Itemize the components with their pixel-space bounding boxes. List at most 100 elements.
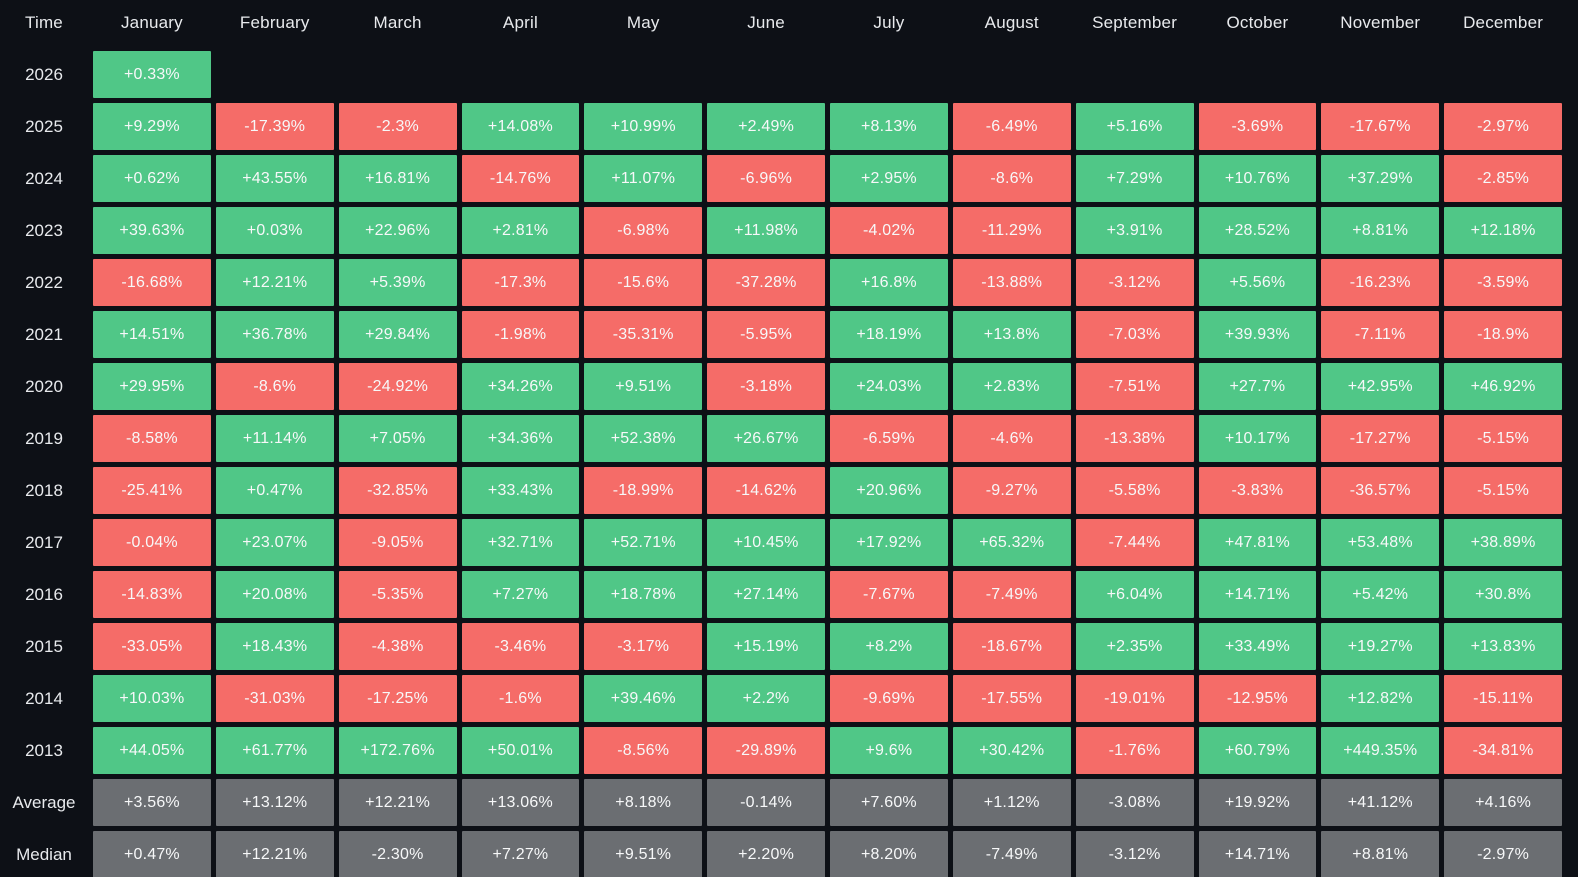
cell-2025-march: -2.3% — [338, 103, 457, 150]
cell-2015-september: +2.35% — [1075, 623, 1194, 670]
cell-2024-march: +16.81% — [338, 155, 457, 202]
cell-2023-april: +2.81% — [461, 207, 580, 254]
cell-2018-october: -3.83% — [1198, 467, 1317, 514]
cell-median-february: +12.21% — [215, 831, 334, 877]
cell-2023-march: +22.96% — [338, 207, 457, 254]
cell-2022-november: -16.23% — [1321, 259, 1440, 306]
cell-2018-september: -5.58% — [1075, 467, 1194, 514]
cell-2026-june — [707, 51, 825, 98]
cell-2025-april: +14.08% — [461, 103, 580, 150]
cell-2024-december: -2.85% — [1444, 155, 1562, 202]
cell-2022-december: -3.59% — [1444, 259, 1562, 306]
cell-2022-august: -13.88% — [952, 259, 1071, 306]
cell-2015-june: +15.19% — [707, 623, 825, 670]
cell-2014-february: -31.03% — [215, 675, 334, 722]
cell-2023-january: +39.63% — [93, 207, 211, 254]
cell-2017-june: +10.45% — [707, 519, 825, 566]
row-label-2013: 2013 — [25, 740, 63, 760]
column-header-october: October — [1226, 13, 1289, 32]
cell-2014-august: -17.55% — [952, 675, 1071, 722]
cell-2020-june: -3.18% — [707, 363, 825, 410]
corner-header-time: Time — [25, 13, 63, 32]
cell-2020-january: +29.95% — [93, 363, 211, 410]
cell-2024-september: +7.29% — [1075, 155, 1194, 202]
cell-2026-february — [216, 51, 334, 98]
cell-2020-september: -7.51% — [1075, 363, 1194, 410]
column-header-september: September — [1092, 13, 1178, 32]
cell-2023-july: -4.02% — [830, 207, 948, 254]
table-row-2025: 2025 +9.29% -17.39% -2.3% +14.08% +10.99% +2.4… — [0, 103, 1562, 150]
cell-2018-february: +0.47% — [215, 467, 334, 514]
cell-2017-february: +23.07% — [215, 519, 334, 566]
cell-2021-january: +14.51% — [93, 311, 211, 358]
cell-2025-december: -2.97% — [1444, 103, 1562, 150]
cell-2021-may: -35.31% — [584, 311, 703, 358]
row-label-2014: 2014 — [25, 688, 63, 708]
cell-average-december: +4.16% — [1444, 779, 1562, 826]
cell-2016-june: +27.14% — [707, 571, 825, 618]
cell-median-september: -3.12% — [1075, 831, 1194, 877]
table-row-2023: 2023 +39.63% +0.03% +22.96% +2.81% -6.98% +11.… — [0, 207, 1562, 254]
row-label-2019: 2019 — [25, 428, 63, 448]
cell-median-july: +8.20% — [830, 831, 948, 877]
cell-2015-march: -4.38% — [338, 623, 457, 670]
column-header-june: June — [747, 13, 785, 32]
cell-2015-may: -3.17% — [584, 623, 703, 670]
cell-2016-november: +5.42% — [1321, 571, 1440, 618]
cell-median-april: +7.27% — [461, 831, 580, 877]
cell-2017-july: +17.92% — [830, 519, 948, 566]
table-row-2018: 2018 -25.41% +0.47% -32.85% +33.43% -18.99% -1… — [0, 467, 1562, 514]
cell-2026-july — [830, 51, 948, 98]
row-label-2025: 2025 — [25, 116, 63, 136]
row-label-2024: 2024 — [25, 168, 63, 188]
column-header-august: August — [984, 13, 1039, 32]
cell-2025-february: -17.39% — [215, 103, 334, 150]
cell-2017-may: +52.71% — [584, 519, 703, 566]
cell-2016-may: +18.78% — [584, 571, 703, 618]
cell-2016-march: -5.35% — [338, 571, 457, 618]
cell-2026-august — [953, 51, 1071, 98]
cell-2017-november: +53.48% — [1321, 519, 1440, 566]
cell-2023-december: +12.18% — [1444, 207, 1562, 254]
cell-average-february: +13.12% — [215, 779, 334, 826]
cell-2016-february: +20.08% — [215, 571, 334, 618]
cell-2019-january: -8.58% — [93, 415, 211, 462]
cell-2020-august: +2.83% — [952, 363, 1071, 410]
cell-2019-november: -17.27% — [1321, 415, 1440, 462]
cell-2017-march: -9.05% — [338, 519, 457, 566]
cell-2013-september: -1.76% — [1075, 727, 1194, 774]
cell-2026-may — [584, 51, 702, 98]
cell-2016-january: -14.83% — [93, 571, 211, 618]
cell-2022-april: -17.3% — [461, 259, 580, 306]
cell-2023-november: +8.81% — [1321, 207, 1440, 254]
cell-2022-june: -37.28% — [707, 259, 825, 306]
row-label-2020: 2020 — [25, 376, 63, 396]
cell-median-january: +0.47% — [93, 831, 211, 877]
cell-2022-october: +5.56% — [1198, 259, 1317, 306]
cell-2024-june: -6.96% — [707, 155, 825, 202]
table-header-row: Time January February March April May June July… — [0, 0, 1562, 46]
cell-median-december: -2.97% — [1444, 831, 1562, 877]
cell-2018-june: -14.62% — [707, 467, 825, 514]
table-row-median: Median +0.47% +12.21% -2.30% +7.27% +9.51% +2.… — [0, 831, 1562, 877]
cell-2024-august: -8.6% — [952, 155, 1071, 202]
cell-2019-august: -4.6% — [952, 415, 1071, 462]
cell-2015-january: -33.05% — [93, 623, 211, 670]
cell-2020-april: +34.26% — [461, 363, 580, 410]
cell-2023-may: -6.98% — [584, 207, 703, 254]
cell-2018-december: -5.15% — [1444, 467, 1562, 514]
cell-2026-january: +0.33% — [93, 51, 211, 98]
column-header-july: July — [873, 13, 905, 32]
cell-2015-july: +8.2% — [830, 623, 948, 670]
cell-2021-july: +18.19% — [830, 311, 948, 358]
cell-2021-october: +39.93% — [1198, 311, 1317, 358]
cell-2014-april: -1.6% — [461, 675, 580, 722]
cell-2014-october: -12.95% — [1198, 675, 1317, 722]
cell-2017-december: +38.89% — [1444, 519, 1562, 566]
cell-2023-september: +3.91% — [1075, 207, 1194, 254]
cell-2021-june: -5.95% — [707, 311, 825, 358]
cell-median-august: -7.49% — [952, 831, 1071, 877]
cell-median-may: +9.51% — [584, 831, 703, 877]
cell-2018-april: +33.43% — [461, 467, 580, 514]
column-header-april: April — [502, 13, 538, 32]
